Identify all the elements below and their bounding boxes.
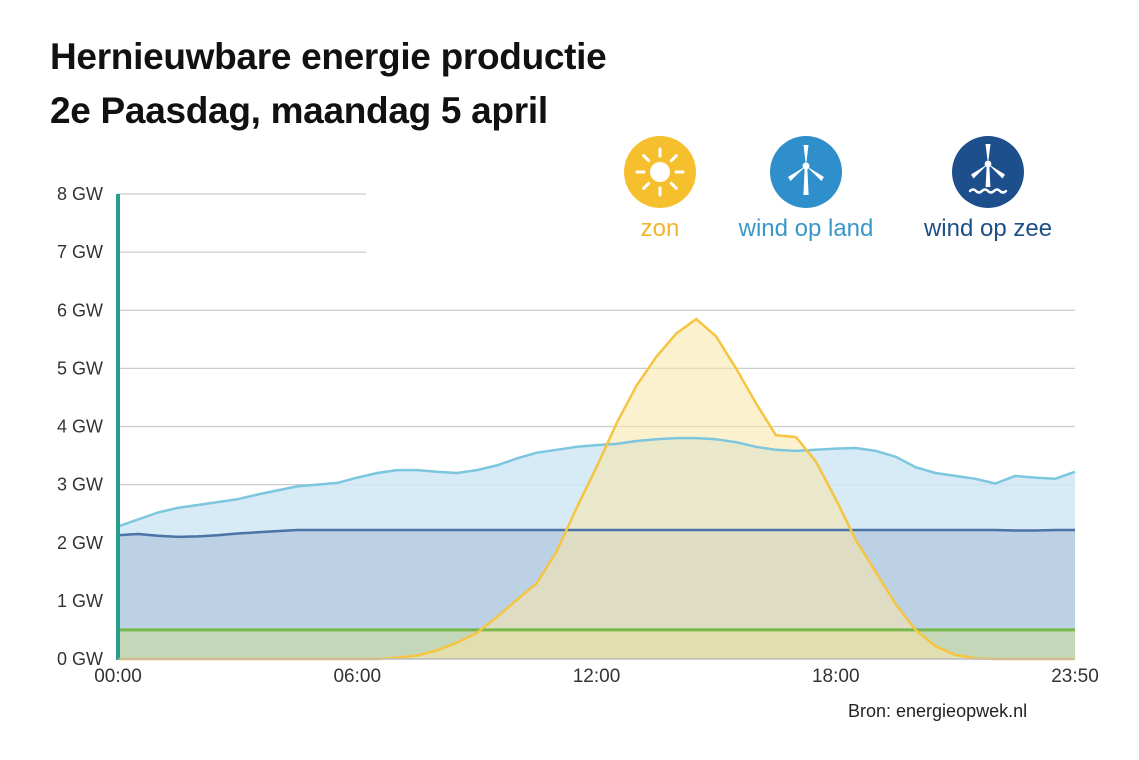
- line-wind-op-zee: [117, 528, 1075, 539]
- x-tick-label-3: 18:00: [812, 666, 860, 687]
- y-tick-label-2: 2 GW: [57, 533, 103, 553]
- y-tick-label-0: 0 GW: [57, 649, 103, 669]
- y-tick-label-6: 6 GW: [57, 300, 103, 320]
- wind-turbine-icon: [770, 136, 842, 208]
- source-note: Bron: energieopwek.nl: [848, 701, 1028, 721]
- legend-label-wind-op-zee: wind op zee: [923, 215, 1053, 242]
- x-tick-label-2: 12:00: [573, 666, 621, 687]
- y-tick-label-8: 8 GW: [57, 184, 103, 204]
- x-tick-label-0: 00:00: [94, 666, 142, 687]
- legend-item-wind-op-land: wind op land: [718, 135, 894, 243]
- legend-label-zon: zon: [640, 215, 680, 242]
- title-line-2: 2e Paasdag, maandag 5 april: [50, 90, 548, 131]
- title-line-1: Hernieuwbare energie productie: [50, 36, 607, 77]
- x-tick-label-4: 23:50: [1051, 666, 1099, 687]
- line-wind-op-land: [117, 436, 1076, 528]
- y-tick-label-7: 7 GW: [57, 242, 103, 262]
- legend-item-zon: zon: [610, 135, 710, 243]
- sun-icon: [624, 136, 696, 208]
- x-tick-label-1: 06:00: [333, 666, 381, 687]
- y-tick-label-3: 3 GW: [57, 475, 103, 495]
- offshore-wind-turbine-icon: [952, 136, 1024, 208]
- legend-label-wind-op-land: wind op land: [738, 215, 874, 242]
- area-zon: [118, 319, 1075, 659]
- y-tick-label-1: 1 GW: [57, 591, 103, 611]
- y-tick-label-4: 4 GW: [57, 417, 103, 437]
- chart-title: Hernieuwbare energie productie 2e Paasda…: [50, 30, 607, 138]
- legend-item-wind-op-zee: wind op zee: [905, 135, 1071, 243]
- y-tick-label-5: 5 GW: [57, 358, 103, 378]
